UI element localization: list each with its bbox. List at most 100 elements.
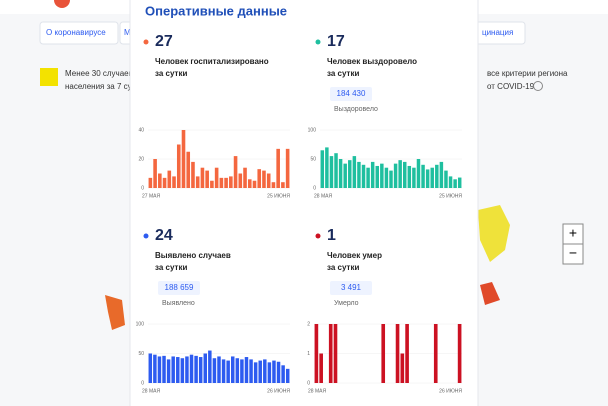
bar <box>157 356 162 383</box>
panel-value: 17 <box>327 33 345 50</box>
nav-button[interactable] <box>39 21 119 45</box>
bar <box>233 156 238 188</box>
bar <box>219 177 224 188</box>
bar <box>398 160 402 188</box>
bar <box>400 353 405 383</box>
bar <box>153 354 157 383</box>
total-badge <box>330 87 372 101</box>
x-end-label: 26 ИЮНЯ <box>439 388 462 394</box>
bar <box>393 163 398 188</box>
y-tick-label: 50 <box>310 156 316 162</box>
bar <box>448 176 453 188</box>
bar <box>181 130 186 188</box>
total-label: Выявлено <box>162 300 195 307</box>
bar <box>381 324 386 383</box>
card <box>129 0 479 406</box>
y-tick-label: 1 <box>307 351 310 357</box>
bar <box>281 182 285 188</box>
bar <box>266 173 271 188</box>
bar <box>189 354 194 383</box>
panel-label: Человек госпитализировано <box>155 57 269 66</box>
total-value: 3 491 <box>341 283 362 292</box>
bar <box>253 362 258 383</box>
bar <box>271 182 276 188</box>
status-dot <box>315 233 321 239</box>
zoom-out[interactable] <box>562 243 584 265</box>
bar <box>214 167 219 188</box>
bar <box>252 180 257 188</box>
bar <box>433 324 438 383</box>
bar <box>244 357 249 383</box>
bar <box>194 355 198 383</box>
legend-text: от COVID-19 <box>487 82 535 91</box>
bar <box>416 159 421 188</box>
total-label: Выздоровело <box>334 106 378 113</box>
bar <box>328 324 333 383</box>
panel-label: Выявлено случаев <box>155 251 231 260</box>
bar <box>285 368 290 383</box>
bar <box>272 360 276 383</box>
bar <box>249 359 253 383</box>
bar <box>384 167 389 188</box>
bar <box>334 153 338 188</box>
bar <box>361 164 366 188</box>
bar <box>285 148 290 188</box>
zoom-label: + <box>569 225 577 241</box>
x-start-label: 28 МАЯ <box>308 388 326 394</box>
bar <box>171 356 175 383</box>
bar <box>176 144 181 188</box>
bar <box>357 161 361 188</box>
y-tick-label: 0 <box>141 185 144 191</box>
bar <box>226 360 230 383</box>
bar <box>153 159 157 188</box>
y-tick-label: 0 <box>307 380 310 386</box>
x-start-label: 27 МАЯ <box>142 193 160 199</box>
bar <box>231 356 235 383</box>
bar <box>162 355 166 383</box>
nav-label: цинация <box>482 28 513 37</box>
y-tick-label: 40 <box>138 127 144 133</box>
bar <box>221 359 226 383</box>
panel-label: за сутки <box>155 69 187 78</box>
bar <box>343 163 347 188</box>
bar <box>172 176 176 188</box>
panel-label: Человек выздоровело <box>327 57 417 66</box>
total-badge <box>158 281 200 295</box>
legend-text: Менее 30 случаев <box>65 69 133 78</box>
bar <box>457 177 462 188</box>
bar <box>195 176 200 188</box>
bar <box>457 324 462 383</box>
map-region <box>105 295 125 330</box>
bar <box>366 167 370 188</box>
bar <box>257 169 262 188</box>
zoom-label: − <box>569 245 577 261</box>
bar <box>191 161 195 188</box>
status-dot <box>143 39 149 45</box>
panel-label: Человек умер <box>327 251 382 260</box>
bar <box>217 356 221 383</box>
bar <box>148 353 153 383</box>
bar <box>212 358 217 383</box>
total-badge <box>330 281 372 295</box>
bar <box>240 359 244 383</box>
panel-label: за сутки <box>155 263 187 272</box>
bar <box>435 164 439 188</box>
bar <box>276 148 280 188</box>
map-region <box>478 205 510 262</box>
bar <box>425 169 430 188</box>
bar <box>205 170 209 188</box>
bar <box>267 362 272 383</box>
help-icon[interactable] <box>533 81 543 91</box>
bar <box>407 165 412 188</box>
y-tick-label: 2 <box>307 321 310 327</box>
bar <box>180 358 185 383</box>
bar <box>333 324 338 383</box>
logo <box>54 0 70 8</box>
bar <box>329 156 334 188</box>
bar <box>263 359 267 383</box>
bar <box>224 177 228 188</box>
panel-value: 27 <box>155 33 173 50</box>
bar <box>162 177 167 188</box>
bar <box>430 167 434 188</box>
